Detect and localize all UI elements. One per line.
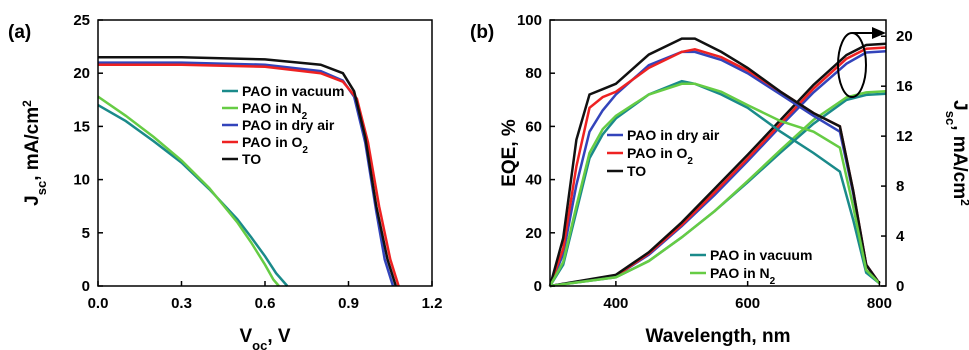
a-x-tick-label: 0.0	[88, 295, 109, 312]
b-x-tick-label: 800	[867, 295, 892, 312]
b-x-tick-label: 400	[603, 295, 628, 312]
b-eqe-series-pao-in-n2	[548, 82, 881, 287]
b-y-tick-label: 100	[517, 12, 542, 29]
a-y-tick-label: 25	[73, 12, 90, 29]
panel-b-plot-frame	[549, 19, 887, 287]
panel-b-series	[548, 37, 887, 288]
a-y-tick-label: 15	[73, 118, 90, 135]
a-legend-entry-pao-in-n2: PAO in N2	[242, 100, 308, 122]
b-y-tick-label: 80	[525, 65, 542, 82]
panel-b-x-ticks: 400 600 800	[603, 281, 892, 312]
b-y-tick-label: 60	[525, 118, 542, 135]
panel-a-y-ticks: 0 5 10 15 20 25	[73, 12, 103, 295]
a-series-pao-in-n2	[97, 95, 280, 287]
panel-a-x-ticks: 0.0 0.3 0.6 0.9 1.2	[88, 281, 443, 312]
a-legend-entry-pao-in-vacuum: PAO in vacuum	[242, 83, 344, 99]
panel-b: (b) 400 600 800 0 20 40 60 80 100 0 4 8 12 16 20 Wav…	[470, 12, 969, 347]
b-y-tick-label: 0	[534, 278, 542, 295]
panel-a: (a) 0.0 0.3 0.6 0.9 1.2 0 5 10 15 20 25 Voc, V Js…	[8, 12, 442, 350]
a-y-tick-label: 10	[73, 172, 90, 189]
annotation-ellipse	[837, 32, 867, 98]
b-legend-entry-to: TO	[627, 163, 646, 179]
panel-b-y2-ticks: 0 4 8 12 16 20	[881, 28, 913, 295]
a-y-tick-label: 20	[73, 65, 90, 82]
panel-b-y-ticks: 0 20 40 60 80 100	[517, 12, 555, 295]
b-legend-entry-pao-in-n2: PAO in N2	[710, 265, 776, 287]
b-x-tick-label: 600	[735, 295, 760, 312]
a-legend-entry-to: TO	[242, 151, 261, 167]
a-x-tick-label: 1.2	[422, 295, 443, 312]
b-y2-tick-label: 12	[896, 128, 913, 145]
panel-b-label: (b)	[470, 22, 494, 43]
panel-a-x-axis-label: Voc, V	[239, 326, 290, 350]
a-series-pao-in-o2	[98, 63, 400, 287]
a-y-tick-label: 5	[82, 225, 90, 242]
b-eqe-series-to	[548, 37, 881, 287]
a-x-tick-label: 0.9	[338, 295, 359, 312]
panel-b-y2-axis-label: Jsc, mA/cm2	[944, 100, 969, 206]
b-y-tick-label: 40	[525, 172, 542, 189]
panel-a-series	[97, 55, 400, 287]
b-legend-entry-pao-in-vacuum: PAO in vacuum	[710, 247, 812, 263]
panel-b-legend-lower: PAO in vacuum PAO in N2	[690, 247, 812, 287]
b-y2-tick-label: 4	[896, 228, 905, 245]
b-y2-tick-label: 0	[896, 278, 904, 295]
annotation-arrow-head	[872, 27, 886, 39]
panel-a-y-axis-label: Jsc, mA/cm2	[20, 100, 49, 206]
b-y2-tick-label: 16	[896, 78, 913, 95]
b-legend-entry-pao-in-dry-air: PAO in dry air	[627, 127, 720, 143]
b-jsc-series-pao-in-n2	[549, 89, 887, 288]
a-legend-entry-pao-in-o2: PAO in O2	[242, 134, 308, 156]
a-y-tick-label: 0	[82, 278, 90, 295]
a-x-tick-label: 0.3	[171, 295, 192, 312]
a-legend-entry-pao-in-dry-air: PAO in dry air	[242, 117, 335, 133]
panel-b-y-axis-label: EQE, %	[499, 119, 520, 187]
b-y-tick-label: 20	[525, 225, 542, 242]
panel-b-x-axis-label: Wavelength, nm	[646, 326, 791, 347]
a-x-tick-label: 0.6	[255, 295, 276, 312]
b-legend-entry-pao-in-o2: PAO in O2	[627, 145, 693, 167]
b-y2-tick-label: 20	[896, 28, 913, 45]
b-y2-tick-label: 8	[896, 178, 904, 195]
panel-a-label: (a)	[8, 22, 31, 43]
b-jsc-series-to	[549, 42, 887, 288]
a-series-to	[98, 55, 397, 287]
